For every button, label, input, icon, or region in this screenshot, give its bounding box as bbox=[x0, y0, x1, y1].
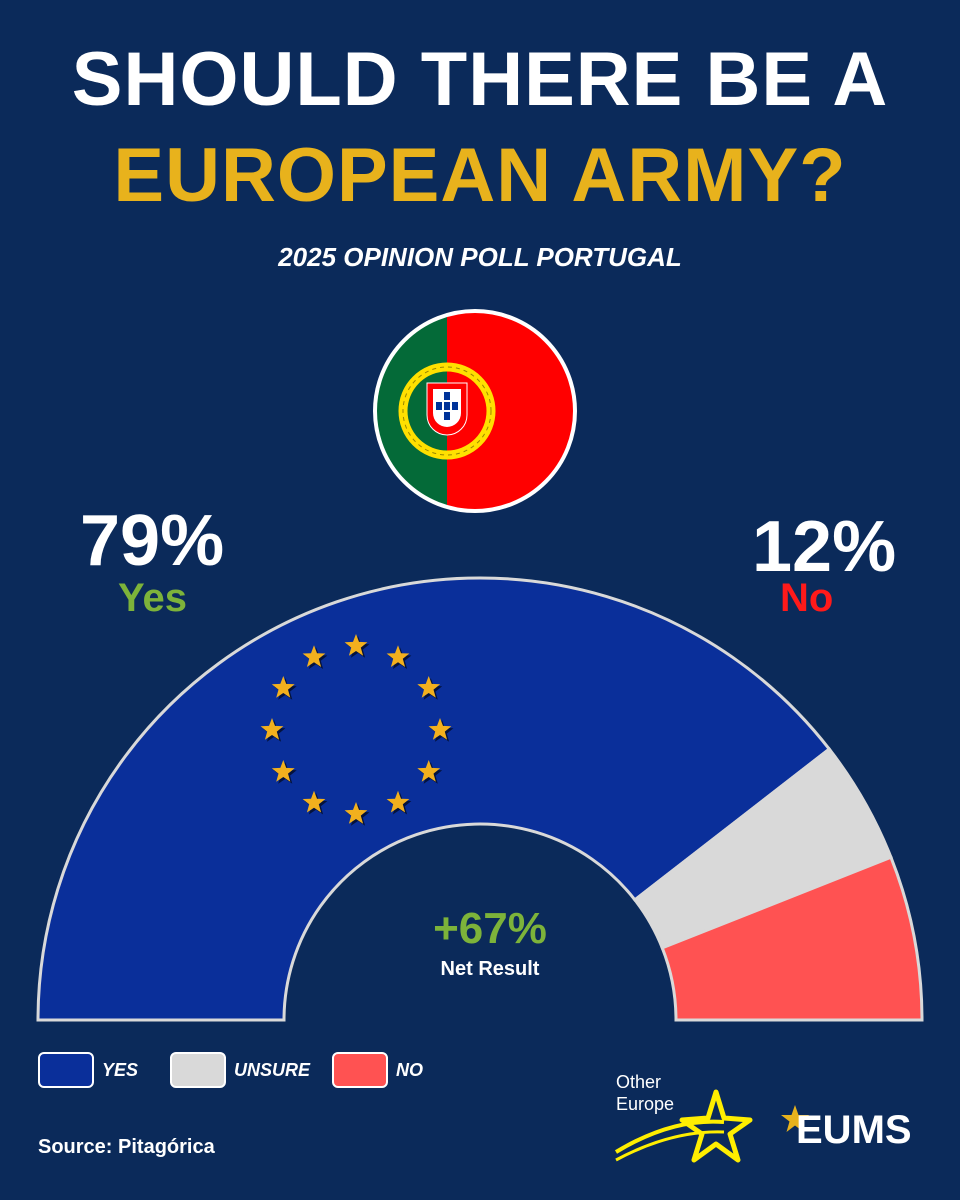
eu-star-icon bbox=[344, 634, 368, 656]
half-donut-chart bbox=[36, 576, 924, 1022]
title-line-2: EUROPEAN ARMY? bbox=[113, 133, 847, 218]
legend-swatch-unsure bbox=[170, 1052, 226, 1088]
segment-yes bbox=[36, 576, 832, 1022]
eu-star-icon bbox=[417, 760, 441, 782]
eums-logo-text: EUMS bbox=[796, 1108, 912, 1152]
yes-percentage: 79% bbox=[80, 501, 225, 581]
no-label: No bbox=[780, 576, 834, 620]
eums-logo: EUMS bbox=[780, 1104, 930, 1154]
source-credit: Source: Pitagórica bbox=[38, 1136, 215, 1158]
title-line-1: SHOULD THERE BE A bbox=[71, 37, 889, 122]
eu-star-icon bbox=[302, 790, 326, 813]
other-europe-logo: Other Europe bbox=[612, 1068, 762, 1178]
portugal-flag-icon bbox=[373, 309, 577, 513]
subtitle: 2025 OPINION POLL PORTUGAL bbox=[278, 242, 682, 272]
net-result-value: +67% bbox=[433, 904, 547, 953]
legend-swatch-yes bbox=[38, 1052, 94, 1088]
eu-star-icon bbox=[386, 645, 410, 667]
eu-stars-emblem bbox=[260, 634, 454, 826]
eu-star-icon bbox=[428, 718, 452, 740]
net-result-label: Net Result bbox=[440, 958, 540, 980]
eu-star-icon bbox=[271, 676, 295, 698]
legend-swatch-no bbox=[332, 1052, 388, 1088]
legend-label-yes: YES bbox=[102, 1060, 139, 1080]
other-europe-star-icon bbox=[614, 1089, 753, 1163]
no-percentage: 12% bbox=[752, 507, 897, 587]
legend-label-unsure: UNSURE bbox=[234, 1060, 311, 1080]
eu-star-icon bbox=[271, 760, 295, 782]
segment-no bbox=[660, 855, 924, 1022]
eu-star-icon bbox=[260, 718, 284, 740]
eu-star-icon bbox=[386, 790, 410, 813]
eu-star-icon bbox=[417, 676, 441, 698]
eu-star-icon bbox=[344, 802, 368, 824]
eums-star-icon bbox=[781, 1105, 809, 1132]
yes-label: Yes bbox=[118, 576, 187, 620]
other-europe-logo-line2: Europe bbox=[616, 1094, 675, 1114]
other-europe-logo-line1: Other bbox=[616, 1072, 662, 1092]
eu-star-icon bbox=[302, 645, 326, 667]
legend-label-no: NO bbox=[396, 1060, 423, 1080]
